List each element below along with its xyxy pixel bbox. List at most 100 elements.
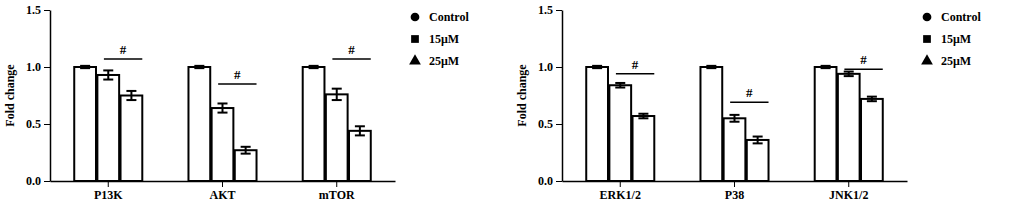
tick-mark [44,67,50,68]
error-bar [592,66,602,68]
tick-mark [848,181,849,187]
legend-label: 15μM [429,32,459,46]
tick-label: 0.5 [538,117,553,131]
error-bar [867,97,877,102]
error-bar [638,114,648,119]
bar [747,140,769,181]
bar [212,108,234,181]
error-stem [757,137,759,144]
error-cap [103,79,113,81]
tick-label: 1.5 [538,3,553,17]
tick-label: P13K [94,188,123,202]
error-cap [309,65,319,67]
legend-marker [921,54,933,64]
tick-label: 0.5 [26,117,41,131]
error-stem [130,91,132,100]
error-cap [332,99,342,101]
y-axis-title: Fold change [515,64,529,127]
error-cap [194,67,204,69]
error-cap [218,112,228,114]
error-bar [194,66,204,68]
legend-label: 25μM [941,54,971,68]
bar [700,67,722,181]
bar [303,67,325,181]
error-cap [126,99,136,101]
tick-mark [44,10,50,11]
axis-line [50,11,52,182]
tick-mark [556,10,562,11]
error-cap [309,67,319,69]
tick-mark [44,181,50,182]
legend: Control15μM25μM [409,10,469,68]
significance-label: # [120,42,127,57]
error-bar [753,137,763,144]
tick-label: 0.0 [538,174,553,188]
axis-line [562,11,564,182]
error-cap [615,82,625,84]
tick: AKT [209,181,235,202]
y-axis-title: Fold change [3,64,17,127]
bar [815,67,837,181]
tick-mark [44,124,50,125]
error-cap [194,65,204,67]
bar [609,85,631,181]
significance-label: # [632,57,639,72]
tick: 1.5 [538,3,562,17]
tick: 1.0 [538,60,562,74]
legend-label: Control [429,10,469,24]
legend-marker [409,54,421,64]
error-cap [867,100,877,102]
tick: 0.0 [26,174,50,188]
significance-line [616,73,654,75]
tick-label: 0.0 [26,174,41,188]
error-stem [107,70,109,79]
error-cap [706,65,716,67]
figure: 0.0 0.5 1.0 1.5 P13K AKT mTOR Fold change # # # Con… [0,0,1023,205]
tick-mark [734,181,735,187]
significance-line [104,58,142,60]
error-bar [309,66,319,68]
error-bar [730,115,740,122]
error-bar [80,66,90,68]
error-stem [222,103,224,112]
tick-mark [336,181,337,187]
error-cap [80,65,90,67]
bar [633,116,655,181]
error-stem [245,147,247,154]
error-cap [753,142,763,144]
error-bar [355,126,365,135]
error-cap [638,113,648,115]
error-bar [126,91,136,100]
bar [188,67,210,181]
tick-label: 1.0 [26,60,41,74]
error-cap [844,75,854,77]
error-cap [80,67,90,69]
legend-marker [411,35,419,43]
legend-label: Control [941,10,981,24]
significance-label: # [348,42,355,57]
bars [74,66,371,181]
legend: Control15μM25μM [921,10,981,68]
error-cap [730,121,740,123]
bar [349,131,371,181]
bars [586,66,883,181]
error-cap [241,146,251,148]
error-cap [103,69,113,71]
tick: 0.5 [26,117,50,131]
error-bar [103,70,113,79]
error-stem [336,89,338,100]
tick: P38 [725,181,744,202]
tick-mark [108,181,109,187]
tick-mark [556,67,562,68]
error-cap [706,67,716,69]
error-cap [844,71,854,73]
error-cap [821,65,831,67]
tick: 0.0 [538,174,562,188]
legend-marker [411,13,420,22]
bar [724,118,746,181]
tick: mTOR [319,181,355,202]
bar [97,75,119,181]
plot-area [586,66,883,181]
error-cap [867,96,877,98]
error-cap [615,87,625,89]
